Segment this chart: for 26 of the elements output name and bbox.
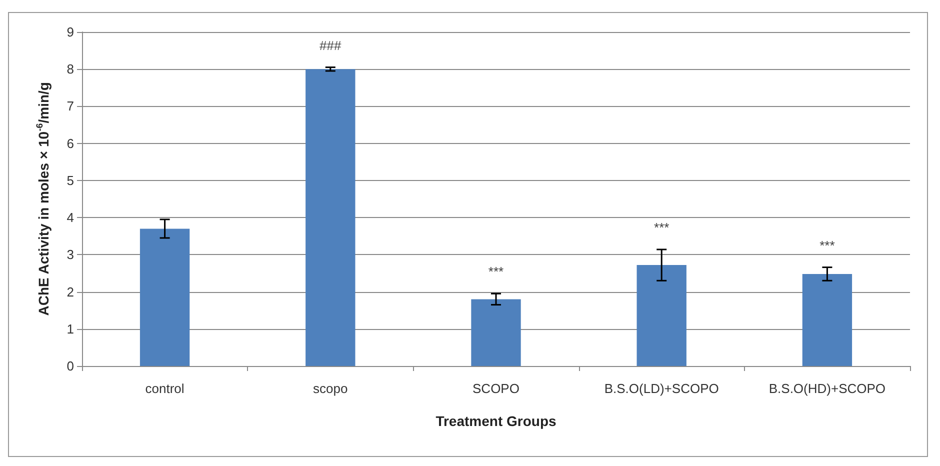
y-tick-label: 9 <box>66 24 74 40</box>
x-tick-label: B.S.O(LD)+SCOPO <box>604 381 719 396</box>
y-tick-label: 5 <box>66 172 74 188</box>
annotation: *** <box>654 220 670 235</box>
annotation: *** <box>820 238 835 253</box>
y-tick-label: 1 <box>66 321 74 336</box>
bar <box>140 228 190 366</box>
y-tick-label: 6 <box>66 136 74 151</box>
annotation: ### <box>320 38 342 53</box>
bar <box>306 69 356 366</box>
bar <box>802 274 852 366</box>
y-tick-label: 7 <box>66 98 74 114</box>
annotation: *** <box>488 264 504 280</box>
y-axis-title: AChE Activity in moles × 10-6/min/g <box>34 82 52 316</box>
x-axis-title: Treatment Groups <box>436 413 556 429</box>
bar <box>471 299 521 366</box>
y-tick-label: 3 <box>66 247 74 262</box>
bar <box>636 265 686 366</box>
x-tick-label: B.S.O(HD)+SCOPO <box>768 381 886 396</box>
x-tick-label: SCOPO <box>472 381 520 396</box>
x-tick-label: control <box>145 381 184 396</box>
y-tick-label: 4 <box>66 210 74 226</box>
y-tick-label: 8 <box>66 62 74 77</box>
y-tick-label: 2 <box>66 284 74 300</box>
x-tick-label: scopo <box>313 381 348 396</box>
y-tick-label: 0 <box>66 358 74 374</box>
